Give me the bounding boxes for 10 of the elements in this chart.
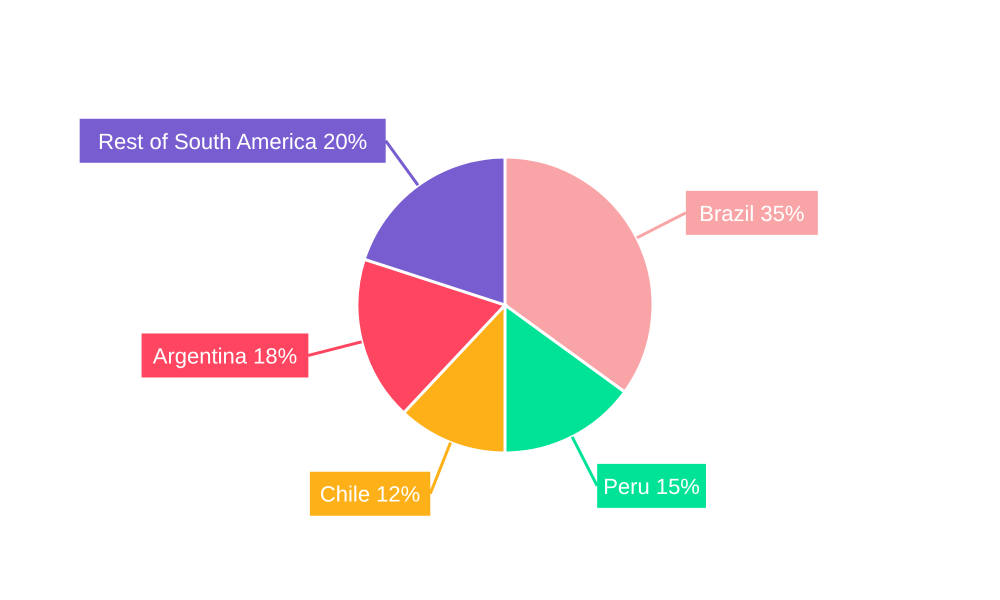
slice-label: Argentina — [152, 342, 254, 368]
slice-label: Brazil — [699, 200, 760, 226]
slice-label: Rest of South America — [98, 128, 324, 154]
data-label: 35% — [760, 200, 804, 226]
data-label: 20% — [323, 128, 368, 154]
slice-label: Chile — [320, 481, 376, 506]
slice-label: Peru — [603, 473, 656, 498]
data-label: 15% — [656, 473, 700, 498]
data-label: 12% — [376, 481, 420, 506]
data-label: 18% — [253, 342, 298, 368]
